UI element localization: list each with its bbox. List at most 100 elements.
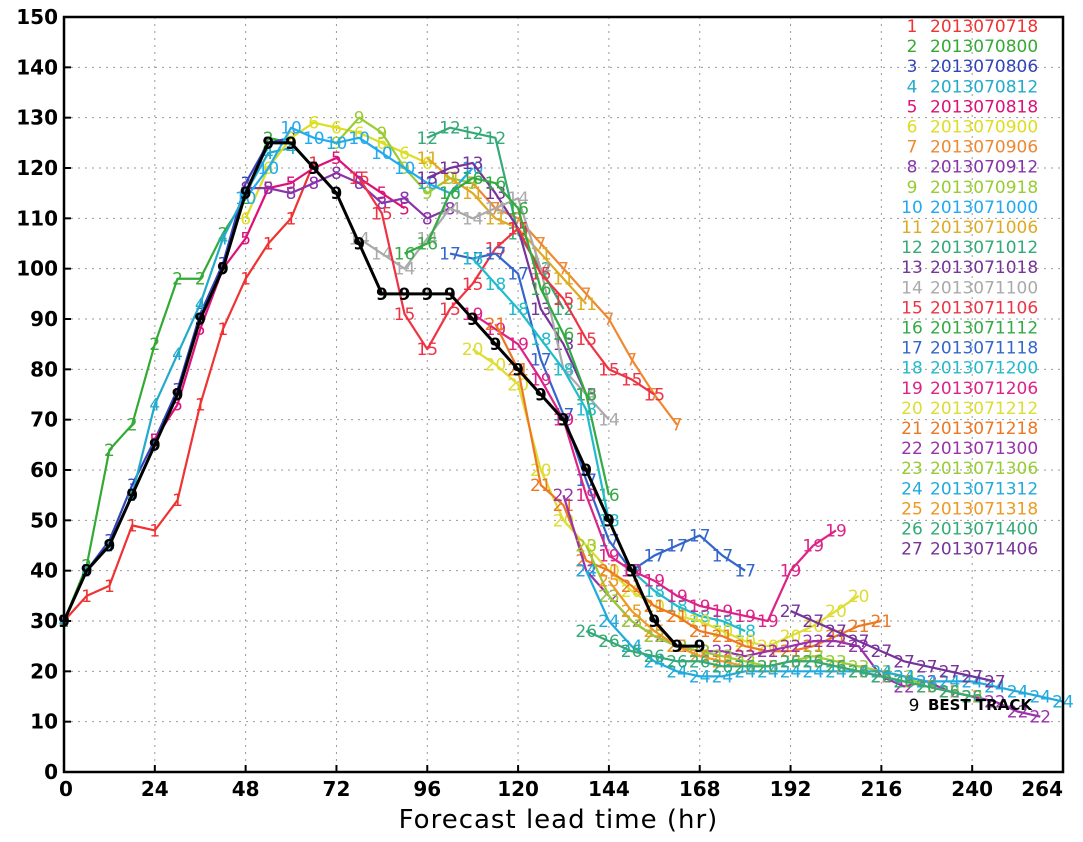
- legend-marker: 1: [907, 17, 918, 37]
- series-marker: 19: [666, 587, 688, 607]
- y-axis-ticks: 0 10 20 30 40 50 60 70 80 90 100 110 120 130 140 150: [16, 5, 71, 784]
- legend-marker: 6: [907, 118, 918, 138]
- legend-item: 27 2013071406: [901, 540, 1038, 560]
- series-marker: 17: [439, 245, 461, 265]
- legend-series-name: 2013071218: [930, 419, 1038, 439]
- series-marker: 20: [507, 375, 529, 395]
- series-marker: 27: [802, 612, 824, 632]
- legend-series-name: 2013071300: [930, 439, 1038, 459]
- series-marker: 11: [575, 295, 597, 315]
- series-marker: 11: [462, 184, 484, 204]
- series-marker: 26: [666, 652, 688, 672]
- series-marker: 22: [848, 637, 870, 657]
- y-tick-label: 20: [30, 659, 58, 683]
- series-marker: 18: [643, 582, 665, 602]
- x-tick-label: 24: [141, 777, 169, 801]
- series-marker: 16: [530, 280, 552, 300]
- series-marker: 26: [916, 677, 938, 697]
- series-marker: 17: [643, 547, 665, 567]
- series-marker: 27: [916, 657, 938, 677]
- y-tick-label: 50: [30, 508, 58, 532]
- legend-item: 17 2013071118: [901, 339, 1038, 359]
- series-marker: 1: [81, 587, 92, 607]
- series-marker: 10: [258, 159, 280, 179]
- legend-item: 18 2013071200: [901, 359, 1038, 379]
- series-marker: 26: [734, 657, 756, 677]
- legend-marker: 19: [901, 379, 923, 399]
- series-marker: 26: [598, 632, 620, 652]
- series-line: [585, 630, 973, 698]
- legend-marker: 14: [901, 278, 923, 298]
- series-marker: 4: [286, 139, 297, 159]
- series-marker: 26: [621, 642, 643, 662]
- series-marker: 6: [240, 209, 251, 229]
- series-marker: 6: [286, 129, 297, 149]
- series-marker: 24: [689, 667, 711, 687]
- best-track-marker: 9: [81, 562, 93, 582]
- series-marker: 20: [530, 461, 552, 481]
- legend-item: 26 2013071400: [901, 520, 1038, 540]
- series-marker: 19: [825, 521, 847, 541]
- legend-series-name: 2013070718: [930, 17, 1038, 37]
- legend-series-name: 2013071400: [930, 520, 1038, 540]
- series-marker: 20: [802, 617, 824, 637]
- legend-item: 21 2013071218: [901, 419, 1038, 439]
- x-tick-label: 192: [770, 777, 812, 801]
- series-marker: 11: [439, 169, 461, 189]
- series-marker: 24: [984, 677, 1006, 697]
- series-marker: 8: [286, 184, 297, 204]
- series-marker: 10: [326, 134, 348, 154]
- series-marker: 22: [1029, 708, 1051, 728]
- best-track: 99999999999999999999999999999: [58, 134, 706, 657]
- series-marker: 8: [263, 179, 274, 199]
- series-marker: 27: [961, 667, 983, 687]
- series-marker: 18: [485, 275, 507, 295]
- series-marker: 26: [712, 657, 734, 677]
- legend-series-name: 2013071012: [930, 238, 1038, 258]
- legend-item: 22 2013071300: [901, 439, 1038, 459]
- series-marker: 13: [530, 300, 552, 320]
- series-marker: 3: [127, 476, 138, 496]
- series-marker: 20: [780, 627, 802, 647]
- series-marker: 22: [553, 486, 575, 506]
- legend-marker: 4: [907, 77, 918, 97]
- best-track-marker: 9: [240, 184, 252, 204]
- series-marker: 15: [371, 204, 393, 224]
- series-marker: 15: [553, 290, 575, 310]
- legend-marker: 2: [907, 37, 918, 57]
- series-marker: 12: [462, 124, 484, 144]
- x-tick-label: 72: [323, 777, 351, 801]
- series-marker: 22: [1007, 703, 1029, 723]
- best-track-marker: 9: [512, 360, 524, 380]
- x-axis-ticks: 0 24 48 72 96 120 144 168 192 216 240 264: [59, 765, 1064, 801]
- legend-marker: 27: [901, 540, 923, 560]
- best-track-marker: 9: [671, 637, 683, 657]
- legend-series-name: 2013071018: [930, 258, 1038, 278]
- series-marker: 17: [712, 547, 734, 567]
- series-marker: 21: [666, 607, 688, 627]
- series-marker: 25: [598, 572, 620, 592]
- series-marker: 11: [416, 149, 438, 169]
- series-marker: 27: [780, 602, 802, 622]
- series-marker: 15: [598, 360, 620, 380]
- series-marker: 20: [485, 355, 507, 375]
- series-marker: 23: [643, 627, 665, 647]
- series-marker: 17: [530, 350, 552, 370]
- best-track-marker: 9: [421, 285, 433, 305]
- series-marker: 12: [439, 119, 461, 139]
- series-marker: 18: [462, 250, 484, 270]
- series-marker: 15: [394, 305, 416, 325]
- series-line: [358, 197, 610, 421]
- series-marker: 20: [825, 602, 847, 622]
- legend-marker: 22: [901, 439, 923, 459]
- series-marker: 16: [553, 325, 575, 345]
- series-marker: 10: [371, 144, 393, 164]
- series-marker: 9: [354, 109, 365, 129]
- best-track-marker: 9: [149, 436, 161, 456]
- series-marker: 7: [603, 310, 614, 330]
- series-marker: 15: [439, 300, 461, 320]
- series-marker: 12: [553, 300, 575, 320]
- series-marker: 22: [961, 688, 983, 708]
- legend-item: 2 2013070800: [907, 37, 1039, 57]
- legend-item: 15 2013071106: [901, 298, 1038, 318]
